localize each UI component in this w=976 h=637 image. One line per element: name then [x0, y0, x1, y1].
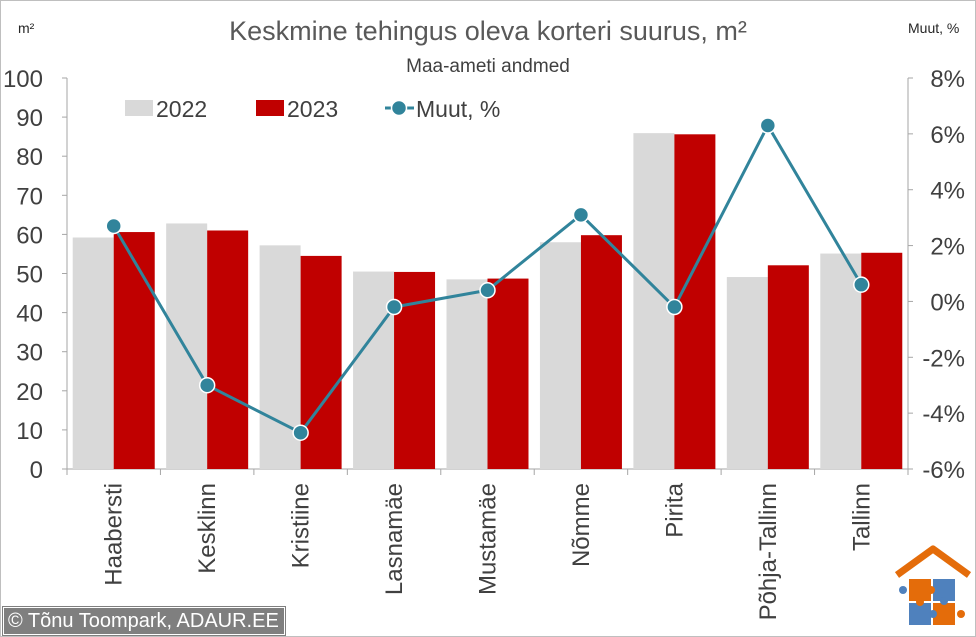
legend-marker [390, 99, 408, 117]
left-tick-label: 80 [16, 144, 43, 171]
x-category-label: Kristiine [288, 483, 315, 568]
right-tick-label: -6% [922, 457, 965, 484]
right-tick-label: -4% [922, 401, 965, 428]
x-category-label: Haabersti [101, 483, 128, 586]
left-tick-label: 60 [16, 222, 43, 249]
x-category-label: Tallinn [848, 483, 875, 551]
change-point [759, 117, 777, 134]
legend-swatch-2023 [256, 100, 284, 116]
bar-2022 [446, 279, 488, 469]
change-point [292, 424, 309, 441]
left-tick-label: 70 [16, 183, 43, 210]
change-point [572, 206, 590, 224]
left-tick-label: 10 [16, 418, 43, 445]
labels: Haabersti Kesklinn Kristiine Lasnamäe Mustam… [101, 482, 876, 620]
bar-2023 [113, 232, 155, 469]
left-tick-label: 30 [16, 340, 43, 367]
change-point [666, 298, 683, 316]
chart-subtitle: Maa-ameti andmed [406, 56, 570, 77]
right-tick-label: 0% [930, 289, 965, 316]
x-category-label: Lasnamäe [381, 483, 408, 595]
bar-2022 [820, 253, 862, 469]
x-category-label: Pirita [661, 482, 688, 537]
legend-label-2022: 2022 [156, 96, 207, 122]
left-tick-label: 20 [16, 379, 43, 406]
bar-2022 [539, 242, 581, 469]
x-category-label: Mustamäe [475, 483, 502, 595]
change-line [105, 117, 870, 441]
change-point [853, 276, 870, 293]
legend-label-2023: 2023 [287, 96, 338, 122]
change-point [479, 282, 496, 299]
legend-swatch-2022 [125, 100, 153, 116]
x-category-label: Põhja-Tallinn [755, 483, 782, 620]
left-tick-label: 90 [16, 105, 43, 132]
left-tick-label: 40 [16, 301, 43, 328]
legend-background [118, 89, 526, 126]
left-tick-label: 0 [30, 457, 43, 484]
legend: 2022 2023 Muut, % [118, 89, 526, 126]
bar-2023 [767, 265, 809, 469]
right-tick-label: 4% [930, 178, 965, 205]
axes: 0 10 20 30 40 50 60 70 80 90 100 -6% -4% -2% 0% 2% 4% 6% 8… [3, 66, 965, 484]
left-tick-label: 50 [16, 262, 43, 289]
right-tick-label: 2% [930, 234, 965, 261]
x-category-label: Kesklinn [194, 483, 221, 574]
change-point [385, 298, 403, 316]
house-puzzle-logo-icon [894, 545, 972, 625]
bars [72, 133, 903, 470]
right-tick-label: 8% [930, 66, 965, 93]
change-point [105, 217, 122, 235]
bar-2022 [726, 277, 768, 469]
bar-2023 [207, 230, 249, 469]
bar-2022 [72, 237, 114, 469]
bar-2022 [353, 271, 395, 469]
chart-title: Keskmine tehingus oleva korteri suurus, … [229, 16, 747, 46]
right-tick-label: -2% [922, 345, 965, 372]
legend-label-change: Muut, % [416, 96, 500, 122]
right-tick-label: 6% [930, 122, 965, 149]
bar-2023 [487, 278, 529, 469]
bar-2023 [580, 235, 622, 469]
left-unit-label: m² [18, 20, 35, 36]
credit-label: © Tõnu Toompark, ADAUR.EE [2, 606, 286, 636]
x-category-label: Nõmme [568, 483, 595, 567]
change-point [198, 376, 216, 394]
bar-2022 [166, 223, 208, 469]
left-tick-label: 100 [3, 66, 43, 93]
right-unit-label: Muut, % [908, 20, 959, 36]
bar-2023 [674, 134, 716, 469]
